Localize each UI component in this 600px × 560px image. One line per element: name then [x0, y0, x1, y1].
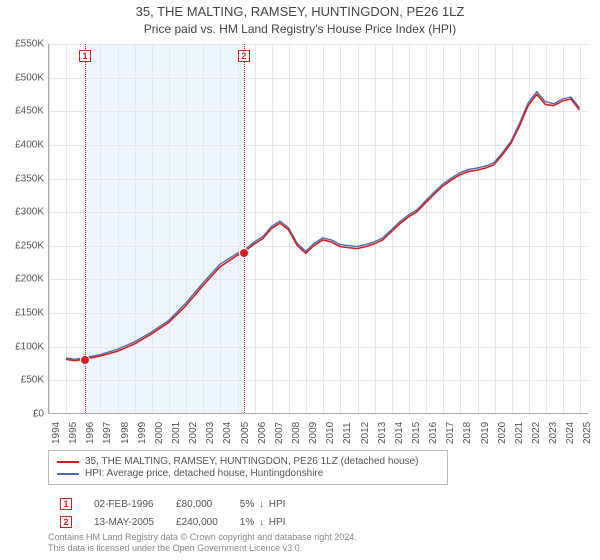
legend-swatch: [57, 461, 79, 463]
chart-container: 35, THE MALTING, RAMSEY, HUNTINGDON, PE2…: [0, 0, 600, 560]
x-tick-label: 2017: [445, 422, 456, 444]
x-tick-label: 2021: [514, 422, 525, 444]
y-tick-label: £200K: [2, 274, 44, 285]
marker-date: 02-FEB-1996: [84, 496, 164, 512]
y-tick-label: £150K: [2, 308, 44, 319]
marker-vline: [244, 44, 245, 413]
y-tick-label: £500K: [2, 72, 44, 83]
x-tick-label: 2023: [548, 422, 559, 444]
x-tick-label: 2009: [308, 422, 319, 444]
legend: 35, THE MALTING, RAMSEY, HUNTINGDON, PE2…: [48, 450, 448, 485]
x-tick-label: 2013: [377, 422, 388, 444]
x-tick-label: 2015: [411, 422, 422, 444]
x-tick-label: 2008: [291, 422, 302, 444]
x-tick-label: 2003: [205, 422, 216, 444]
legend-label: HPI: Average price, detached house, Hunt…: [85, 468, 323, 479]
plot-area: 12: [48, 44, 588, 414]
x-tick-label: 2002: [188, 422, 199, 444]
x-tick-label: 2006: [257, 422, 268, 444]
x-tick-label: 2000: [154, 422, 165, 444]
marker-price: £80,000: [166, 496, 228, 512]
series-lines: [49, 44, 588, 413]
x-tick-label: 2018: [462, 422, 473, 444]
footer-line: Contains HM Land Registry data © Crown c…: [48, 532, 357, 543]
marker-pct: 5% ↓ HPI: [230, 496, 296, 512]
marker-row: 2 13-MAY-2005£240,0001% ↓ HPI: [50, 514, 295, 530]
footer: Contains HM Land Registry data © Crown c…: [48, 532, 357, 555]
legend-swatch: [57, 473, 79, 475]
x-tick-label: 2022: [531, 422, 542, 444]
x-tick-label: 2010: [325, 422, 336, 444]
marker-box: 1: [79, 50, 91, 62]
x-tick-label: 2024: [565, 422, 576, 444]
marker-dot: [80, 355, 90, 365]
marker-dot: [239, 248, 249, 258]
marker-index-icon: 1: [60, 498, 72, 510]
marker-date: 13-MAY-2005: [84, 514, 164, 530]
down-arrow-icon: ↓: [259, 499, 264, 510]
marker-box: 2: [238, 50, 250, 62]
footer-line: This data is licensed under the Open Gov…: [48, 543, 357, 554]
y-tick-label: £350K: [2, 173, 44, 184]
x-tick-label: 2025: [582, 422, 593, 444]
x-tick-label: 1999: [137, 422, 148, 444]
marker-pct: 1% ↓ HPI: [230, 514, 296, 530]
y-tick-label: £250K: [2, 240, 44, 251]
y-tick-label: £300K: [2, 207, 44, 218]
series-line: [66, 94, 579, 360]
y-tick-label: £450K: [2, 106, 44, 117]
x-tick-label: 2001: [171, 422, 182, 444]
x-tick-label: 1995: [68, 422, 79, 444]
marker-row: 1 02-FEB-1996£80,0005% ↓ HPI: [50, 496, 295, 512]
y-tick-label: £100K: [2, 341, 44, 352]
x-tick-label: 2019: [480, 422, 491, 444]
down-arrow-icon: ↓: [259, 517, 264, 528]
series-line: [66, 92, 579, 360]
x-tick-label: 2007: [274, 422, 285, 444]
x-tick-label: 2005: [240, 422, 251, 444]
x-tick-label: 2014: [394, 422, 405, 444]
x-tick-label: 1994: [51, 422, 62, 444]
title-line-2: Price paid vs. HM Land Registry's House …: [0, 22, 600, 36]
x-tick-label: 1997: [102, 422, 113, 444]
legend-row: 35, THE MALTING, RAMSEY, HUNTINGDON, PE2…: [57, 456, 439, 467]
markers-table: 1 02-FEB-1996£80,0005% ↓ HPI 2 13-MAY-2005£…: [48, 494, 297, 532]
marker-index-icon: 2: [60, 516, 72, 528]
y-tick-label: £50K: [2, 375, 44, 386]
legend-row: HPI: Average price, detached house, Hunt…: [57, 468, 439, 479]
x-tick-label: 1996: [85, 422, 96, 444]
x-tick-label: 2020: [497, 422, 508, 444]
marker-price: £240,000: [166, 514, 228, 530]
legend-label: 35, THE MALTING, RAMSEY, HUNTINGDON, PE2…: [85, 456, 418, 467]
y-tick-label: £400K: [2, 139, 44, 150]
x-tick-label: 2016: [428, 422, 439, 444]
x-tick-label: 1998: [120, 422, 131, 444]
x-tick-label: 2004: [222, 422, 233, 444]
x-tick-label: 2011: [342, 422, 353, 444]
x-tick-label: 2012: [360, 422, 371, 444]
title-line-1: 35, THE MALTING, RAMSEY, HUNTINGDON, PE2…: [0, 4, 600, 19]
y-tick-label: £550K: [2, 39, 44, 50]
y-tick-label: £0: [2, 409, 44, 420]
